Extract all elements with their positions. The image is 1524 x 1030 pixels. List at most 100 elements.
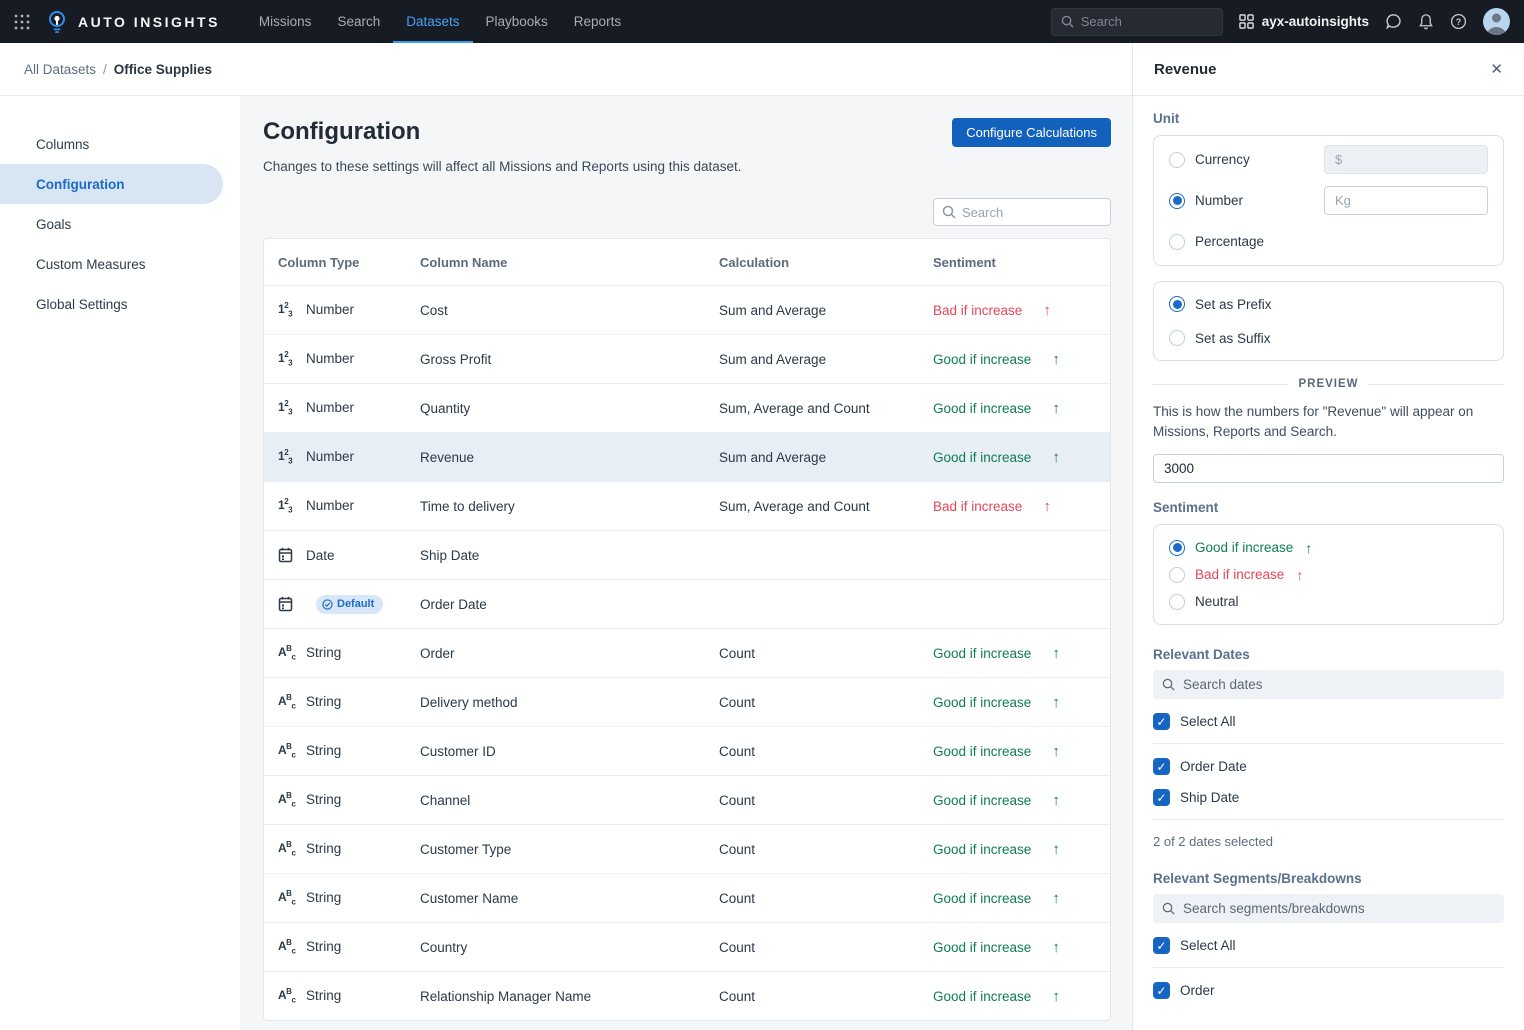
checkbox-checked-icon[interactable]: ✓ [1153, 937, 1170, 954]
global-search-input[interactable] [1081, 14, 1201, 29]
checkbox-checked-icon[interactable]: ✓ [1153, 758, 1170, 775]
neutral-label: Neutral [1195, 594, 1239, 609]
breadcrumb-all-datasets[interactable]: All Datasets [24, 62, 96, 77]
table-row-cost[interactable]: 123Number Cost Sum and Average Bad if in… [264, 285, 1110, 334]
column-name: Quantity [406, 401, 705, 416]
search-icon [942, 205, 956, 219]
table-row-ship-date[interactable]: Date Ship Date [264, 530, 1110, 579]
calculation-value: Count [705, 744, 919, 759]
unit-options-box: Currency Number Percentage [1153, 135, 1504, 266]
string-type-icon: ABc [278, 840, 297, 857]
table-row-gross-profit[interactable]: 123Number Gross Profit Sum and Average G… [264, 334, 1110, 383]
nav-item-search[interactable]: Search [324, 0, 393, 43]
preview-heading: PREVIEW [1298, 378, 1358, 390]
column-type-label: Number [306, 302, 354, 317]
currency-symbol-input[interactable] [1324, 145, 1488, 174]
help-icon[interactable]: ? [1450, 13, 1467, 30]
column-name: Channel [406, 793, 705, 808]
arrow-up-icon: ↑ [1052, 351, 1060, 368]
default-badge-label: Default [337, 598, 374, 610]
table-row-country[interactable]: ABcString Country Count Good if increase… [264, 922, 1110, 971]
grid-dots-icon [13, 13, 31, 31]
date-type-icon [278, 547, 297, 563]
workspace-switcher[interactable]: ayx-autoinsights [1239, 14, 1369, 29]
svg-text:?: ? [1456, 17, 1461, 27]
relevant-dates-label: Relevant Dates [1153, 647, 1504, 662]
panel-title: Revenue [1154, 61, 1217, 78]
close-icon[interactable]: ✕ [1490, 60, 1503, 78]
column-type-label: Number [306, 449, 354, 464]
segment-option-order[interactable]: ✓ Order [1153, 982, 1504, 999]
table-row-customer-name[interactable]: ABcString Customer Name Count Good if in… [264, 873, 1110, 922]
chat-icon[interactable] [1385, 13, 1402, 30]
number-type-icon: 123 [278, 448, 297, 465]
checkbox-checked-icon[interactable]: ✓ [1153, 982, 1170, 999]
neutral-radio[interactable] [1169, 594, 1185, 610]
segments-select-all[interactable]: ✓ Select All [1153, 937, 1504, 954]
column-type-label: String [306, 890, 341, 905]
nav-item-missions[interactable]: Missions [246, 0, 325, 43]
preview-value-input[interactable] [1153, 454, 1504, 483]
brand-logo[interactable]: AUTO INSIGHTS [46, 10, 220, 34]
sentiment-label: Good if increase [933, 989, 1031, 1004]
breadcrumb: All Datasets / Office Supplies [0, 43, 1132, 96]
number-unit-input[interactable] [1324, 186, 1488, 215]
dates-select-all[interactable]: ✓ Select All [1153, 713, 1504, 730]
date-option-order-date[interactable]: ✓ Order Date [1153, 758, 1504, 775]
table-header: Column Type Column Name Calculation Sent… [264, 239, 1110, 285]
calculation-value: Count [705, 891, 919, 906]
table-row-time-to-delivery[interactable]: 123Number Time to delivery Sum, Average … [264, 481, 1110, 530]
table-row-relationship-manager-name[interactable]: ABcString Relationship Manager Name Coun… [264, 971, 1110, 1020]
arrow-up-icon: ↑ [1052, 400, 1060, 417]
sidebar-item-goals[interactable]: Goals [0, 204, 223, 244]
segments-search-input[interactable] [1183, 901, 1473, 916]
set-as-suffix-radio[interactable] [1169, 330, 1185, 346]
sidebar-item-columns[interactable]: Columns [0, 124, 223, 164]
search-icon [1061, 15, 1074, 28]
good-if-increase-label: Good if increase [1195, 540, 1293, 555]
table-row-channel[interactable]: ABcString Channel Count Good if increase… [264, 775, 1110, 824]
calculation-value: Count [705, 940, 919, 955]
table-row-revenue[interactable]: 123Number Revenue Sum and Average Good i… [264, 432, 1110, 481]
column-name: Country [406, 940, 705, 955]
table-row-customer-id[interactable]: ABcString Customer ID Count Good if incr… [264, 726, 1110, 775]
lightbulb-icon [46, 10, 68, 34]
configure-calculations-button[interactable]: Configure Calculations [952, 118, 1111, 147]
checkbox-checked-icon[interactable]: ✓ [1153, 789, 1170, 806]
sidebar-item-configuration[interactable]: Configuration [0, 164, 223, 204]
dates-search-input[interactable] [1183, 677, 1473, 692]
date-option-ship-date[interactable]: ✓ Ship Date [1153, 789, 1504, 806]
table-search-input[interactable] [962, 205, 1092, 220]
user-avatar[interactable] [1483, 8, 1510, 35]
percentage-radio[interactable] [1169, 234, 1185, 250]
currency-radio[interactable] [1169, 152, 1185, 168]
sentiment-label: Good if increase [933, 352, 1031, 367]
string-type-icon: ABc [278, 987, 297, 1004]
nav-item-playbooks[interactable]: Playbooks [473, 0, 561, 43]
table-row-order[interactable]: ABcString Order Count Good if increase↑ [264, 628, 1110, 677]
app-launcher-icon[interactable] [0, 13, 46, 31]
column-type-label: String [306, 792, 341, 807]
table-row-order-date[interactable]: Default Order Date [264, 579, 1110, 628]
number-radio[interactable] [1169, 193, 1185, 209]
nav-item-datasets[interactable]: Datasets [393, 0, 472, 43]
checkbox-checked-icon[interactable]: ✓ [1153, 713, 1170, 730]
nav-item-reports[interactable]: Reports [561, 0, 634, 43]
good-if-increase-radio[interactable] [1169, 540, 1185, 556]
sidebar-item-custom-measures[interactable]: Custom Measures [0, 244, 223, 284]
notifications-bell-icon[interactable] [1418, 13, 1434, 30]
table-row-delivery-method[interactable]: ABcString Delivery method Count Good if … [264, 677, 1110, 726]
number-type-icon: 123 [278, 301, 297, 318]
top-navbar: AUTO INSIGHTS Missions Search Datasets P… [0, 0, 1524, 43]
sentiment-label: Good if increase [933, 401, 1031, 416]
bad-if-increase-radio[interactable] [1169, 567, 1185, 583]
calculation-value: Sum and Average [705, 352, 919, 367]
dates-search [1153, 670, 1504, 699]
brand-name: AUTO INSIGHTS [78, 14, 220, 30]
set-as-prefix-radio[interactable] [1169, 296, 1185, 312]
sidebar-item-global-settings[interactable]: Global Settings [0, 284, 223, 324]
table-row-customer-type[interactable]: ABcString Customer Type Count Good if in… [264, 824, 1110, 873]
segments-select-all-label: Select All [1180, 938, 1236, 953]
table-row-quantity[interactable]: 123Number Quantity Sum, Average and Coun… [264, 383, 1110, 432]
arrow-up-icon: ↑ [1043, 498, 1051, 515]
